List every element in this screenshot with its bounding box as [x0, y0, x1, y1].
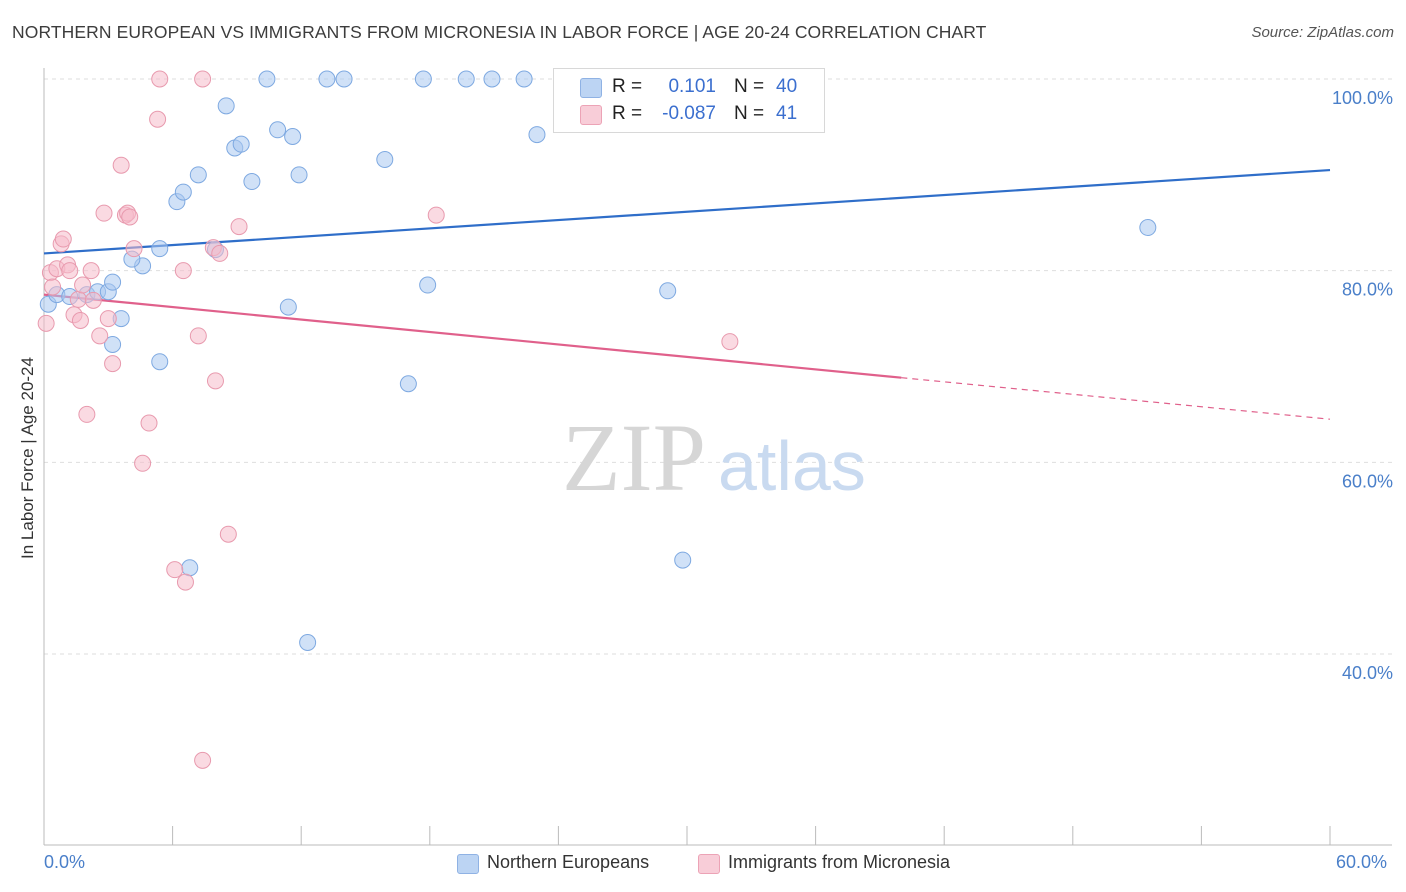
legend-r-label: R =: [612, 103, 643, 124]
point-micronesia[interactable]: [721, 333, 739, 351]
point-northern-european[interactable]: [232, 135, 250, 153]
chart-title: NORTHERN EUROPEAN VS IMMIGRANTS FROM MIC…: [12, 22, 987, 42]
y-tick-label: 100.0%: [1332, 88, 1393, 108]
point-northern-european[interactable]: [151, 353, 169, 371]
point-northern-european[interactable]: [483, 70, 501, 88]
point-micronesia[interactable]: [134, 454, 152, 472]
point-micronesia[interactable]: [230, 218, 248, 236]
trend-lines: [43, 168, 1331, 420]
point-micronesia[interactable]: [91, 327, 109, 345]
trend-line-extension-1: [901, 377, 1331, 420]
legend-row-northern-europeans: R = 0.101 N = 40: [554, 74, 824, 102]
point-micronesia[interactable]: [44, 278, 62, 296]
y-tick-label: 80.0%: [1342, 280, 1393, 300]
point-northern-european[interactable]: [243, 173, 261, 191]
correlation-legend: R = 0.101 N = 40 R = -0.087 N = 41: [553, 68, 825, 133]
point-northern-european[interactable]: [269, 121, 287, 139]
point-northern-european[interactable]: [151, 240, 169, 258]
point-micronesia[interactable]: [151, 70, 169, 88]
watermark-zip: ZIP: [562, 404, 706, 511]
point-micronesia[interactable]: [427, 206, 445, 224]
axes: [43, 68, 1392, 846]
point-northern-european[interactable]: [515, 70, 533, 88]
point-northern-european[interactable]: [181, 559, 199, 577]
point-northern-european[interactable]: [414, 70, 432, 88]
point-northern-european[interactable]: [1139, 219, 1157, 237]
trend-line-1: [43, 293, 902, 379]
point-micronesia[interactable]: [211, 244, 229, 262]
point-micronesia[interactable]: [176, 573, 194, 591]
point-northern-european[interactable]: [104, 273, 122, 291]
point-micronesia[interactable]: [71, 312, 89, 329]
point-micronesia[interactable]: [99, 310, 117, 328]
point-micronesia[interactable]: [194, 751, 212, 769]
data-points: [37, 70, 1157, 769]
legend-row-micronesia: R = -0.087 N = 41: [554, 101, 824, 129]
legend-r-label: R =: [612, 76, 643, 97]
point-micronesia[interactable]: [37, 314, 55, 332]
point-micronesia[interactable]: [78, 405, 96, 423]
point-northern-european[interactable]: [189, 166, 207, 184]
point-northern-european[interactable]: [299, 634, 317, 651]
point-northern-european[interactable]: [290, 166, 308, 184]
point-northern-european[interactable]: [279, 298, 297, 316]
point-northern-european[interactable]: [528, 126, 546, 144]
point-northern-european[interactable]: [104, 335, 122, 353]
point-northern-european[interactable]: [258, 70, 276, 88]
legend-swatch-pink: [580, 105, 602, 125]
point-northern-european[interactable]: [419, 276, 437, 294]
point-micronesia[interactable]: [84, 291, 102, 309]
point-micronesia[interactable]: [82, 262, 100, 280]
point-northern-european[interactable]: [376, 151, 394, 168]
y-tick-label: 40.0%: [1342, 663, 1393, 683]
point-micronesia[interactable]: [104, 355, 122, 373]
point-northern-european[interactable]: [335, 70, 353, 88]
gridlines: [44, 78, 1392, 655]
point-micronesia[interactable]: [174, 262, 192, 280]
legend-n-value: 40: [776, 76, 798, 97]
point-northern-european[interactable]: [217, 97, 235, 115]
point-northern-european[interactable]: [659, 282, 677, 300]
point-micronesia[interactable]: [206, 372, 224, 390]
bottom-legend-swatch-pink: [698, 854, 720, 874]
bottom-legend-swatch-blue: [457, 854, 479, 874]
point-northern-european[interactable]: [174, 183, 192, 201]
x-tick-label-min: 0.0%: [44, 852, 86, 872]
bottom-legend-label: Northern Europeans: [487, 852, 650, 872]
y-tick-label: 60.0%: [1342, 471, 1393, 491]
point-micronesia[interactable]: [149, 110, 167, 128]
bottom-legend-label: Immigrants from Micronesia: [728, 852, 951, 872]
legend-r-value: -0.087: [662, 103, 716, 124]
legend-n-label: N =: [734, 76, 765, 97]
legend-r-value: 0.101: [668, 76, 716, 97]
point-micronesia[interactable]: [194, 70, 212, 88]
legend-n-label: N =: [734, 103, 765, 124]
point-micronesia[interactable]: [74, 276, 92, 294]
point-northern-european[interactable]: [284, 128, 302, 145]
legend-n-value: 41: [776, 103, 798, 124]
x-tick-label-max: 60.0%: [1336, 852, 1388, 872]
point-micronesia[interactable]: [121, 208, 139, 226]
tick-labels: 100.0% 80.0% 60.0% 40.0%: [1332, 88, 1393, 683]
point-northern-european[interactable]: [399, 375, 417, 393]
trend-line-0: [43, 168, 1331, 255]
point-northern-european[interactable]: [674, 551, 692, 569]
point-micronesia[interactable]: [140, 414, 158, 432]
point-micronesia[interactable]: [69, 290, 87, 308]
point-micronesia[interactable]: [166, 561, 184, 579]
point-micronesia[interactable]: [112, 156, 130, 174]
point-micronesia[interactable]: [54, 230, 72, 248]
point-micronesia[interactable]: [219, 525, 237, 543]
point-micronesia[interactable]: [61, 262, 79, 280]
source-label: Source: ZipAtlas.com: [1251, 24, 1394, 41]
legend-swatch-blue: [580, 78, 602, 98]
watermark-atlas: atlas: [718, 427, 866, 505]
point-micronesia[interactable]: [95, 204, 113, 222]
point-micronesia[interactable]: [189, 327, 207, 345]
point-northern-european[interactable]: [318, 70, 336, 88]
point-northern-european[interactable]: [457, 70, 475, 88]
point-micronesia[interactable]: [125, 240, 143, 258]
